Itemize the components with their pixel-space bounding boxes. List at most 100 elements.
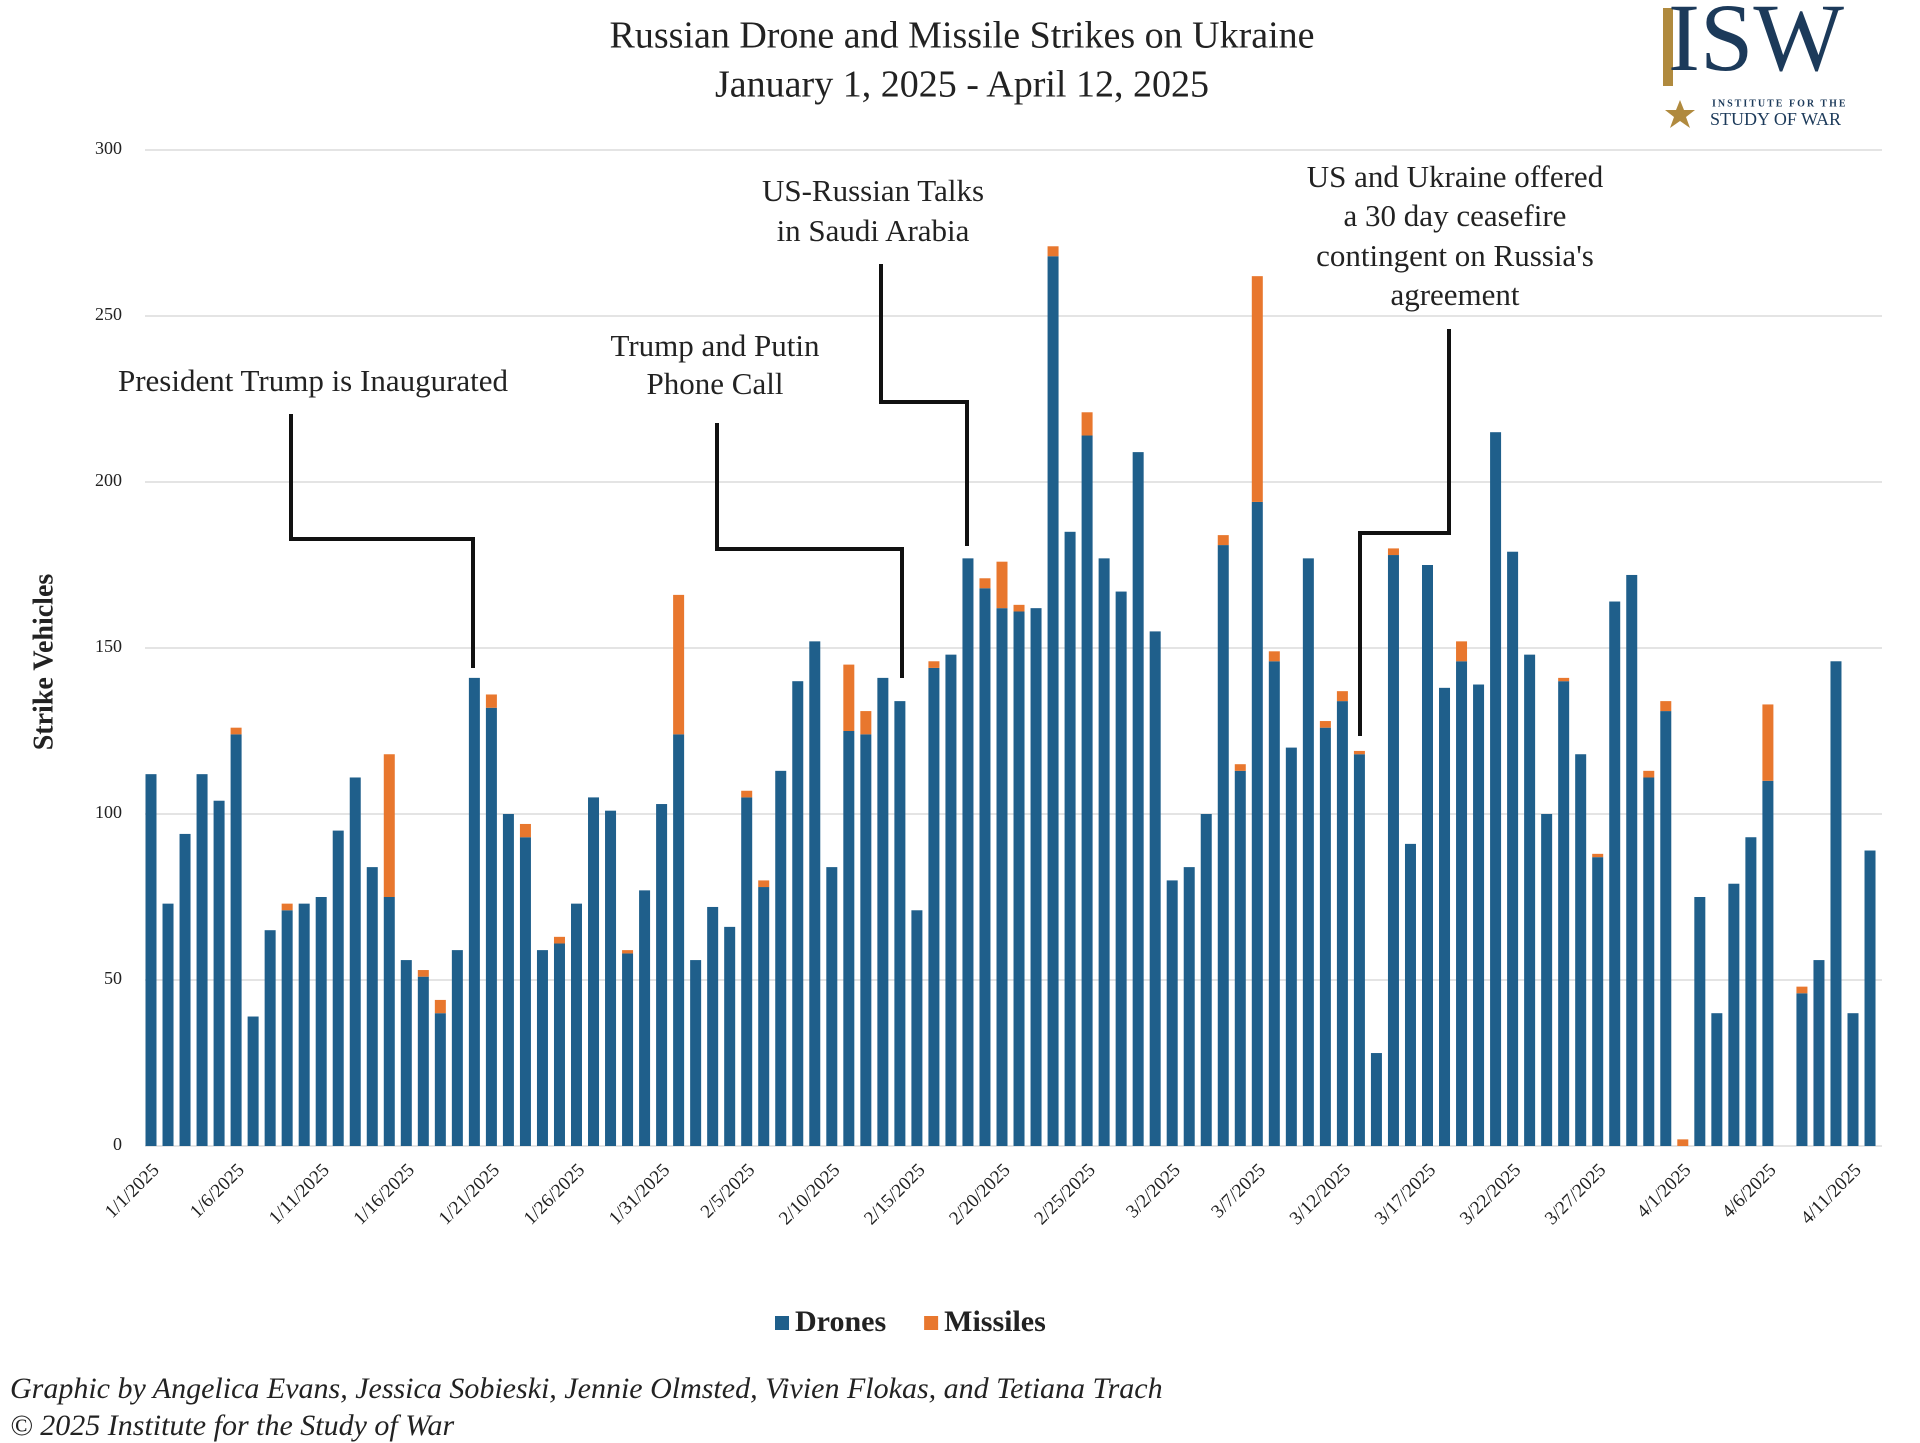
bar-segment	[1098, 558, 1110, 1146]
bar-segment	[281, 903, 293, 911]
bar-segment	[1013, 604, 1025, 612]
bar-segment	[843, 664, 855, 731]
bar-segment	[1796, 986, 1808, 994]
bar-segment	[315, 897, 327, 1146]
bar-segment	[264, 930, 276, 1146]
y-tick-label: 100	[95, 802, 122, 822]
bar-segment	[622, 953, 634, 1146]
x-tick-label: 3/22/2025	[1456, 1160, 1525, 1229]
bar-segment	[247, 1016, 259, 1146]
bar-segment	[1251, 501, 1263, 1146]
bar-segment	[1456, 641, 1468, 662]
grid: 0 50 100 150 200 250 300	[95, 138, 1882, 1154]
leader-line	[289, 414, 475, 668]
bar-segment	[1745, 837, 1757, 1146]
leader-line	[879, 264, 969, 546]
bar-segment	[928, 661, 940, 668]
bar-segment	[1609, 601, 1621, 1146]
bar-segment	[1251, 276, 1263, 502]
bar-segment	[485, 707, 497, 1146]
y-axis-label: Strike Vehicles	[28, 574, 59, 751]
annotation: US and Ukraine offered	[1307, 159, 1604, 194]
bar-segment	[1285, 747, 1297, 1146]
bar-segment	[553, 936, 565, 944]
annotation: a 30 day ceasefire	[1344, 198, 1567, 233]
bar-segment	[1677, 1139, 1689, 1146]
bar-segment	[1115, 591, 1127, 1146]
x-tick-label: 4/1/2025	[1633, 1160, 1696, 1223]
bar-segment	[162, 903, 174, 1146]
bar-segment	[298, 903, 310, 1146]
x-tick-label: 1/31/2025	[605, 1160, 674, 1229]
bar-segment	[724, 926, 736, 1146]
bar-segment	[1013, 611, 1025, 1146]
bar-segment	[179, 833, 191, 1146]
logo: ISW INSTITUTE FOR THE STUDY OF WAR	[1663, 0, 1848, 129]
bar-segment	[1711, 1013, 1723, 1146]
x-tick-label: 2/10/2025	[775, 1160, 844, 1229]
bar-segment	[1830, 661, 1842, 1146]
x-tick-label: 3/2/2025	[1122, 1160, 1185, 1223]
bar-segment	[502, 814, 514, 1146]
credit-line: Graphic by Angelica Evans, Jessica Sobie…	[10, 1372, 1163, 1405]
bar-segment	[1626, 574, 1638, 1146]
bar-segment	[1064, 531, 1076, 1146]
legend: Drones Missiles	[775, 1305, 1046, 1338]
bar-segment	[1353, 754, 1365, 1146]
x-tick-label: 4/11/2025	[1797, 1160, 1866, 1229]
x-tick-label: 1/11/2025	[265, 1160, 334, 1229]
x-tick-label: 4/6/2025	[1718, 1160, 1781, 1223]
y-tick-label: 150	[95, 636, 122, 656]
bar-segment	[1217, 535, 1229, 546]
leader-line	[715, 423, 904, 678]
bar-segment	[809, 641, 821, 1146]
bar-segment	[1336, 701, 1348, 1146]
bar-segment	[1422, 565, 1433, 1146]
logo-line1: INSTITUTE FOR THE	[1712, 98, 1848, 109]
bar-segment	[792, 681, 804, 1146]
bar-segment	[656, 804, 668, 1146]
bar-segment	[451, 950, 463, 1146]
bar-segment	[519, 823, 531, 838]
bar-segment	[911, 910, 923, 1146]
bar-segment	[622, 950, 634, 954]
annotation: President Trump is Inaugurated	[118, 363, 509, 398]
bar-segment	[434, 999, 446, 1014]
bar-segment	[1728, 883, 1740, 1146]
bar-segment	[860, 711, 872, 735]
bar-segment	[434, 1013, 446, 1146]
bar-segment	[639, 890, 651, 1146]
y-tick-label: 250	[95, 304, 122, 324]
bar-segment	[1047, 256, 1059, 1146]
bar-segment	[536, 950, 548, 1146]
bar-segment	[1047, 246, 1059, 257]
annotations: President Trump is Inaugurated Trump and …	[118, 159, 1604, 736]
annotation: Trump and Putin	[610, 328, 820, 363]
bar-segment	[1234, 770, 1246, 1146]
bar-segment	[1660, 711, 1672, 1146]
bar-segment	[400, 960, 412, 1146]
bar-segment	[1149, 631, 1161, 1146]
x-tick-label: 3/7/2025	[1207, 1160, 1270, 1223]
bar-segment	[1456, 661, 1468, 1146]
bar-segment	[366, 867, 378, 1146]
bar-segment	[1762, 780, 1774, 1146]
annotation: US-Russian Talks	[762, 173, 984, 208]
bar-segment	[741, 790, 753, 798]
bar-segment	[605, 810, 617, 1146]
bar-segment	[213, 800, 225, 1146]
bar-segment	[1847, 1013, 1859, 1146]
bar-segment	[485, 694, 497, 708]
bar-segment	[1660, 701, 1672, 712]
y-tick-label: 200	[95, 470, 122, 490]
bar-segment	[417, 970, 429, 977]
y-tick-label: 300	[95, 138, 122, 158]
bar-segment	[1353, 750, 1365, 755]
bar-segment	[1473, 684, 1485, 1146]
bar-segment	[588, 797, 600, 1146]
bar-segment	[1370, 1053, 1382, 1146]
bar-segment	[1302, 558, 1314, 1146]
x-tick-label: 3/17/2025	[1371, 1160, 1440, 1229]
bar-segment	[877, 677, 889, 1146]
